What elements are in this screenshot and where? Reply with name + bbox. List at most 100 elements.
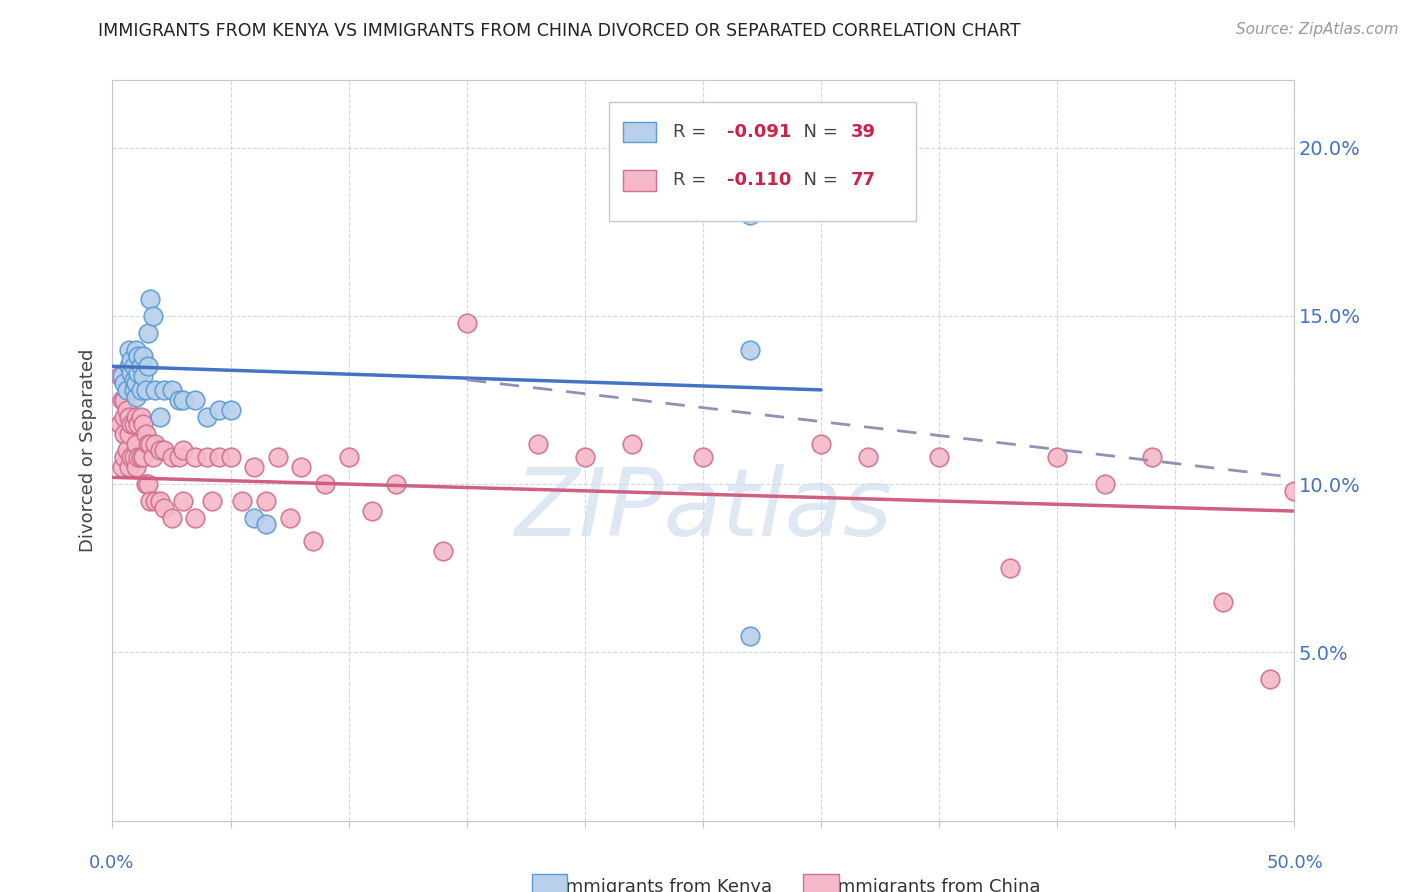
Point: [127, 450, 149, 465]
Point: [858, 450, 880, 465]
Point: [208, 403, 231, 417]
Point: [129, 409, 152, 424]
Point: [195, 450, 218, 465]
Text: -0.091: -0.091: [727, 123, 792, 141]
Text: N =: N =: [792, 123, 844, 141]
Point: [115, 383, 138, 397]
Point: [1094, 477, 1116, 491]
Point: [127, 366, 149, 380]
Point: [254, 494, 277, 508]
Point: [302, 534, 325, 549]
Text: 77: 77: [851, 171, 876, 189]
Point: [149, 494, 172, 508]
Point: [111, 460, 134, 475]
Point: [122, 359, 145, 374]
Point: [184, 510, 207, 524]
Point: [129, 359, 152, 374]
Point: [136, 326, 159, 340]
Point: [120, 366, 142, 380]
Point: [998, 561, 1021, 575]
Point: [136, 477, 159, 491]
Point: [160, 510, 183, 524]
Point: [267, 450, 290, 465]
Point: [127, 417, 149, 431]
Text: 50.0%: 50.0%: [1267, 854, 1323, 872]
Bar: [623, 169, 655, 191]
Point: [149, 409, 172, 424]
Point: [219, 450, 242, 465]
Point: [108, 369, 131, 384]
Point: [385, 477, 408, 491]
Point: [122, 383, 145, 397]
Point: [112, 426, 135, 441]
Point: [132, 450, 155, 465]
Point: [136, 359, 159, 374]
Point: [172, 443, 194, 458]
Point: [127, 349, 149, 363]
Point: [432, 544, 454, 558]
Point: [132, 369, 155, 384]
Point: [118, 460, 141, 475]
Point: [243, 460, 266, 475]
Point: [574, 450, 596, 465]
Point: [195, 409, 218, 424]
Point: [108, 417, 131, 431]
Point: [1140, 450, 1163, 465]
Point: [278, 510, 301, 524]
Point: [219, 403, 242, 417]
Point: [314, 477, 336, 491]
Point: [111, 369, 134, 384]
Point: [621, 436, 644, 450]
Text: 0.0%: 0.0%: [89, 854, 134, 872]
Point: [928, 450, 950, 465]
Text: R =: R =: [673, 123, 713, 141]
Text: Source: ZipAtlas.com: Source: ZipAtlas.com: [1236, 22, 1399, 37]
Point: [120, 450, 142, 465]
Point: [184, 450, 207, 465]
Point: [132, 349, 155, 363]
Point: [120, 417, 142, 431]
Point: [142, 450, 165, 465]
Point: [740, 208, 762, 222]
Point: [111, 392, 134, 407]
Point: [139, 436, 162, 450]
Point: [135, 383, 157, 397]
Point: [132, 417, 155, 431]
Text: IMMIGRANTS FROM KENYA VS IMMIGRANTS FROM CHINA DIVORCED OR SEPARATED CORRELATION: IMMIGRANTS FROM KENYA VS IMMIGRANTS FROM…: [98, 22, 1021, 40]
Point: [125, 390, 148, 404]
Point: [125, 376, 148, 391]
Point: [143, 494, 166, 508]
Point: [115, 443, 138, 458]
Point: [153, 443, 176, 458]
Point: [125, 460, 148, 475]
Point: [118, 343, 141, 357]
Point: [112, 450, 135, 465]
Point: [1258, 673, 1281, 687]
Point: [153, 500, 176, 515]
Point: [692, 450, 714, 465]
Point: [740, 343, 762, 357]
Point: [122, 373, 145, 387]
Point: [136, 436, 159, 450]
Point: [1282, 483, 1305, 498]
Point: [135, 477, 157, 491]
Point: [125, 409, 148, 424]
Text: 39: 39: [851, 123, 876, 141]
Point: [1212, 595, 1234, 609]
Point: [129, 450, 152, 465]
Text: Immigrants from Kenya: Immigrants from Kenya: [550, 879, 772, 892]
Point: [231, 494, 253, 508]
Point: [135, 426, 157, 441]
Bar: [531, 874, 567, 892]
Text: R =: R =: [673, 171, 713, 189]
Text: N =: N =: [792, 171, 844, 189]
Point: [143, 383, 166, 397]
Bar: [623, 121, 655, 143]
Point: [167, 392, 190, 407]
Point: [526, 436, 548, 450]
Point: [361, 504, 384, 518]
Point: [254, 517, 277, 532]
Point: [139, 292, 162, 306]
Text: -0.110: -0.110: [727, 171, 792, 189]
Point: [456, 316, 478, 330]
